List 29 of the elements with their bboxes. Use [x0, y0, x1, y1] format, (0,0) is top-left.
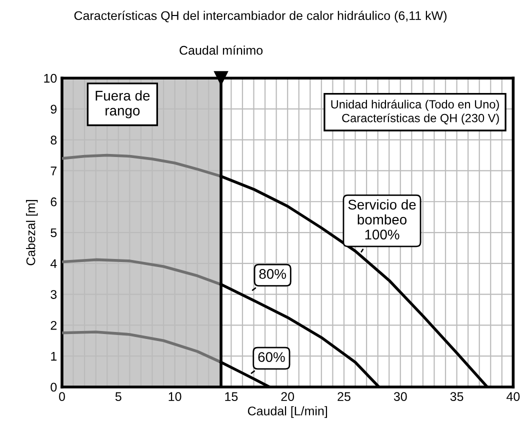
y-tick-label: 2 — [50, 320, 57, 330]
x-tick-label: 10 — [168, 392, 182, 401]
y-tick-label: 1 — [51, 352, 57, 361]
y-tick-label: 8 — [50, 136, 57, 145]
x-tick-label: 5 — [115, 392, 122, 401]
y-tick-label: 4 — [50, 259, 57, 268]
chart-title: Características QH del intercambiador de calor hidráulico (6,11 kW) — [74, 10, 446, 23]
annotation: Servicio de bombeo 100% — [348, 199, 416, 240]
annotation: Unidad hidráulica (Todo en Uno) Características de QH (230 V) — [331, 100, 499, 125]
y-tick-label: 10 — [44, 74, 57, 83]
y-tick-label: 9 — [50, 104, 57, 114]
x-tick-label: 15 — [225, 392, 238, 401]
x-tick-label: 35 — [450, 392, 464, 401]
y-tick-label: 5 — [50, 228, 57, 238]
x-axis-title: Caudal [L/min] — [248, 406, 327, 418]
annotation: 80% — [259, 269, 286, 279]
x-tick-label: 20 — [281, 392, 294, 401]
y-axis-title: Cabezal [m] — [26, 200, 38, 266]
x-tick-label: 25 — [338, 392, 350, 401]
y-tick-label: 0 — [50, 382, 57, 392]
y-tick-label: 7 — [50, 166, 57, 176]
band-label: Fuera de rango — [96, 90, 150, 118]
ref-line-label: Caudal mínimo — [180, 45, 263, 55]
x-tick-label: 30 — [394, 392, 407, 401]
y-tick-label: 6 — [50, 197, 57, 206]
x-tick-label: 0 — [59, 392, 65, 401]
x-tick-label: 40 — [506, 392, 520, 401]
annotation: 60% — [258, 352, 285, 362]
y-tick-label: 3 — [50, 290, 57, 299]
